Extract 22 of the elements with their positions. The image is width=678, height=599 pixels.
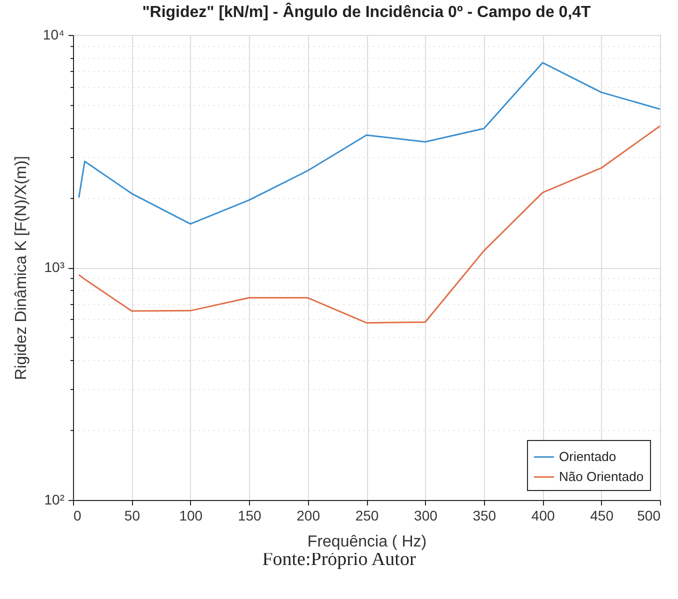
x-tick-label: 150 — [238, 508, 262, 524]
x-tick-label: 450 — [590, 508, 614, 524]
x-tick-label: 400 — [531, 508, 555, 524]
x-tick-label: 300 — [414, 508, 438, 524]
source-note: Fonte:Próprio Autor — [261, 549, 416, 571]
x-tick-label: 200 — [296, 508, 320, 524]
x-tick-label: 50 — [124, 508, 140, 524]
x-axis-title: Frequência ( Hz) — [307, 534, 427, 550]
y-axis-title: Rigidez Dinâmica K [F(N)/X(m)] — [12, 156, 30, 380]
x-tick-label: 500 — [637, 508, 661, 524]
y-tick-label: 10² — [44, 492, 65, 508]
chart-title: "Rigidez" [kN/m] - Ângulo de Incidência 0º - Campo de 0,4T — [142, 2, 592, 21]
x-tick-label: 100 — [179, 508, 203, 524]
legend-label: Não Orientado — [559, 469, 644, 484]
x-tick-label: 0 — [74, 508, 82, 524]
legend-label: Orientado — [559, 449, 616, 464]
x-tick-label: 350 — [472, 508, 496, 524]
line-series — [78, 62, 660, 225]
line-series — [78, 125, 660, 324]
y-tick-label: 10³ — [44, 259, 65, 275]
x-tick-label: 250 — [355, 508, 379, 524]
y-tick-label: 10⁴ — [42, 26, 64, 42]
